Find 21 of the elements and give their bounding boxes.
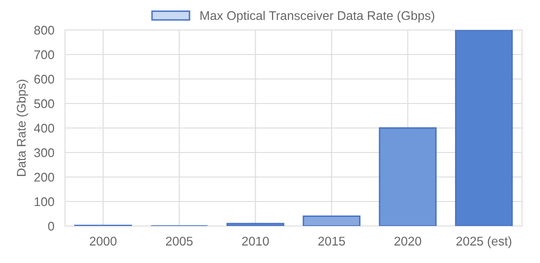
y-tick-label: 600 [34,74,54,84]
bar [378,127,437,226]
x-tick-label: 2025 (est) [456,236,512,248]
bar [226,222,284,226]
bar [302,216,360,226]
x-tick-label: 2010 [242,236,269,246]
x-tick-label: 2020 [394,236,422,246]
x-tick-label: 2015 [318,236,345,246]
y-tick-label: 0 [48,222,54,231]
x-tick-label: 2005 [166,236,193,246]
y-tick-label: 700 [34,50,54,60]
y-tick-label: 800 [34,26,54,35]
bar [455,30,513,226]
y-tick-label: 400 [34,124,54,133]
y-tick-label: 300 [34,148,54,158]
y-tick-label: 500 [34,99,54,108]
x-tick-label: 2000 [90,236,116,246]
y-tick-label: 200 [34,172,54,182]
legend-label: Max Optical Transceiver Data Rate (Gbps) [200,10,434,22]
y-axis-title: Data Rate (Gbps) [16,80,28,176]
y-tick-label: 100 [34,197,54,206]
